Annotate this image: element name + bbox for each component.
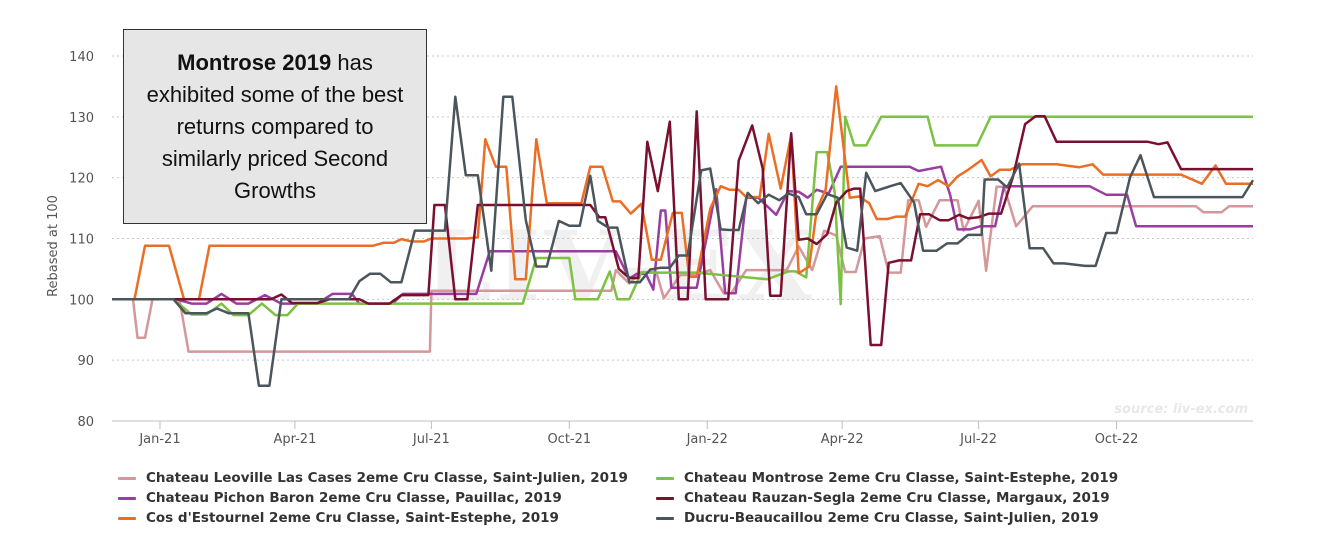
source-credit: source: liv-ex.com [1114, 402, 1248, 417]
legend-item[interactable]: Chateau Rauzan-Segla 2eme Cru Classe, Ma… [656, 488, 1256, 508]
callout-rest: has exhibited some of the best returns c… [146, 49, 404, 203]
legend-item[interactable]: Chateau Montrose 2eme Cru Classe, Saint-… [656, 468, 1256, 488]
legend-swatch [656, 476, 674, 480]
series-line [112, 110, 1253, 347]
legend-label: Chateau Leoville Las Cases 2eme Cru Clas… [146, 470, 628, 486]
legend-label: Ducru-Beaucaillou 2eme Cru Classe, Saint… [684, 510, 1099, 526]
legend-swatch [118, 496, 136, 500]
y-axis-label: Rebased at 100 [46, 195, 61, 297]
legend-label: Chateau Montrose 2eme Cru Classe, Saint-… [684, 470, 1119, 486]
callout-text: Montrose 2019 has exhibited some of the … [134, 47, 416, 207]
watermark: LIV-EX [424, 210, 815, 323]
y-tick-label: 100 [69, 293, 94, 308]
legend-label: Cos d'Estournel 2eme Cru Classe, Saint-E… [146, 510, 559, 526]
legend-item[interactable]: Chateau Pichon Baron 2eme Cru Classe, Pa… [118, 488, 656, 508]
y-axis: 80 90 100 110 120 130 140 [69, 50, 94, 430]
y-tick-label: 90 [77, 354, 94, 369]
legend: Chateau Leoville Las Cases 2eme Cru Clas… [118, 468, 1268, 528]
callout-bold: Montrose 2019 [177, 49, 332, 75]
series-line [112, 85, 1253, 301]
legend-label: Chateau Rauzan-Segla 2eme Cru Classe, Ma… [684, 490, 1110, 506]
legend-item[interactable]: Ducru-Beaucaillou 2eme Cru Classe, Saint… [656, 508, 1256, 528]
x-tick-label: Jul-21 [412, 432, 450, 447]
legend-label: Chateau Pichon Baron 2eme Cru Classe, Pa… [146, 490, 562, 506]
x-axis: Jan-21 Apr-21 Jul-21 Oct-21 Jan-22 Apr-22 Jul-… [112, 420, 1253, 447]
series-lines [112, 85, 1255, 387]
y-tick-label: 140 [69, 50, 94, 65]
x-tick-label: Jul-22 [959, 432, 997, 447]
y-tick-label: 80 [77, 415, 94, 430]
x-tick-label: Oct-21 [547, 432, 591, 447]
x-tick-label: Jan-22 [686, 432, 728, 447]
legend-swatch [656, 496, 674, 500]
x-tick-label: Apr-21 [273, 432, 316, 447]
legend-swatch [656, 516, 674, 520]
x-tick-label: Apr-22 [821, 432, 864, 447]
y-tick-label: 130 [69, 111, 94, 126]
series-line [112, 115, 1253, 317]
annotation-callout: Montrose 2019 has exhibited some of the … [123, 29, 427, 224]
legend-item[interactable]: Chateau Leoville Las Cases 2eme Cru Clas… [118, 468, 656, 488]
x-tick-label: Jan-21 [138, 432, 180, 447]
series-line [112, 185, 1253, 353]
y-tick-label: 120 [69, 172, 94, 187]
series-line [112, 95, 1255, 387]
y-tick-label: 110 [69, 233, 94, 248]
legend-swatch [118, 516, 136, 520]
legend-item[interactable]: Cos d'Estournel 2eme Cru Classe, Saint-E… [118, 508, 656, 528]
legend-swatch [118, 476, 136, 480]
x-tick-label: Oct-22 [1095, 432, 1139, 447]
